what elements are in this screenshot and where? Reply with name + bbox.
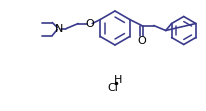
- Text: Cl: Cl: [107, 83, 118, 93]
- Text: H: H: [113, 75, 122, 85]
- Text: N: N: [55, 24, 63, 34]
- Text: O: O: [137, 36, 145, 46]
- Text: O: O: [84, 19, 93, 29]
